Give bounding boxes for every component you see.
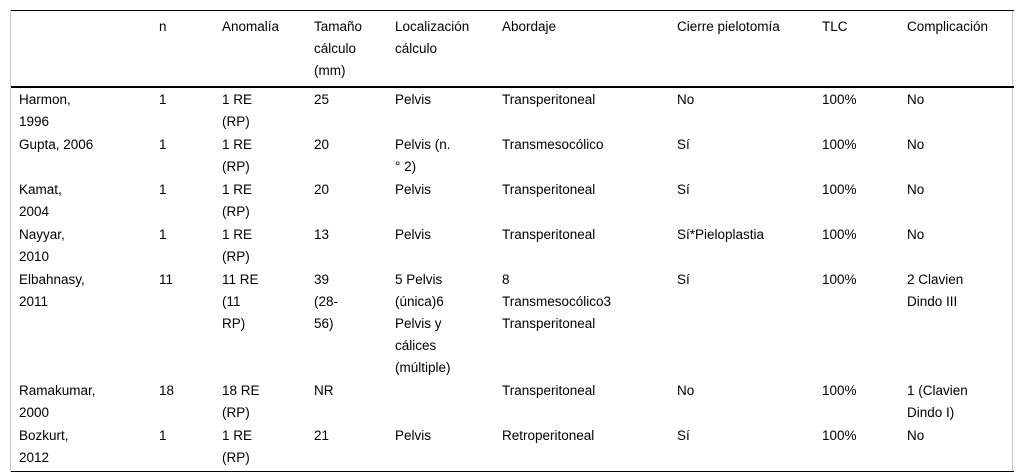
header-study (11, 10, 151, 88)
cell-complicacion: No (907, 227, 925, 242)
cell-cierre: No (677, 383, 695, 398)
cell-tlc: 100% (822, 227, 857, 242)
cell-anomalia: 1 RE (RP) (222, 92, 253, 129)
table-body: Harmon, 1996 1 1 RE (RP) 25 Pelvis Trans… (11, 87, 1014, 472)
header-tamano-calculo: Tamaño cálculo (mm) (306, 10, 387, 88)
cell-study: Kamat, 2004 (19, 182, 62, 219)
cell-complicacion: 2 Clavien Dindo III (907, 272, 964, 309)
cell-n: 1 (159, 137, 167, 152)
table-row-elbahnasy-2011: Elbahnasy, 2011 11 11 RE (11 RP) 39 (28-… (11, 268, 1014, 379)
cell-localizacion: 5 Pelvis (única)6 Pelvis y cálices (múlt… (395, 272, 451, 375)
cell-anomalia: 1 RE (RP) (222, 182, 253, 219)
header-complicacion: Complicación (899, 10, 1014, 88)
cell-tlc: 100% (822, 383, 857, 398)
table-row-gupta-2006: Gupta, 2006 1 1 RE (RP) 20 Pelvis (n. ° … (11, 133, 1014, 178)
cell-tlc: 100% (814, 424, 899, 472)
cell-cierre: Sí*Pieloplastia (677, 227, 765, 242)
header-anomalia: Anomalía (214, 10, 306, 88)
cell-complicacion: No (907, 92, 925, 107)
cell-complicacion: No (907, 182, 925, 197)
cell-tlc: 100% (822, 92, 857, 107)
cell-n: 1 (151, 424, 214, 472)
cell-tamano: 20 (314, 182, 330, 197)
cell-tamano: 13 (314, 227, 330, 242)
cell-cierre: Sí (677, 137, 690, 152)
cell-localizacion: Pelvis (395, 92, 432, 107)
cell-tamano: 39 (28- 56) (314, 272, 339, 331)
header-localizacion-calculo: Localización cálculo (387, 10, 494, 88)
table-row-bozkurt-2012: Bozkurt, 2012 1 1 RE (RP) 21 Pelvis Retr… (11, 424, 1014, 472)
studies-table-frame: n Anomalía Tamaño cálculo (mm) Localizac… (10, 10, 1014, 472)
cell-abordaje: Transperitoneal (502, 227, 596, 242)
cell-anomalia: 11 RE (11 RP) (222, 272, 259, 331)
cell-study: Nayyar, 2010 (19, 227, 65, 264)
cell-tlc: 100% (822, 182, 857, 197)
header-abordaje: Abordaje (494, 10, 669, 88)
cell-tlc: 100% (822, 272, 857, 287)
cell-abordaje: Retroperitoneal (494, 424, 669, 472)
table-row-harmon-1996: Harmon, 1996 1 1 RE (RP) 25 Pelvis Trans… (11, 87, 1014, 133)
cell-study: Gupta, 2006 (19, 137, 94, 152)
cell-n: 11 (159, 272, 174, 287)
cell-abordaje: Transperitoneal (502, 383, 596, 398)
cell-complicacion: No (907, 137, 925, 152)
cell-cierre: Sí (669, 424, 814, 472)
cell-tamano: 20 (314, 137, 330, 152)
cell-complicacion: 1 (Clavien Dindo I) (907, 383, 968, 420)
cell-study: Harmon, 1996 (19, 92, 71, 129)
cell-tamano: 25 (314, 92, 330, 107)
cell-localizacion: Pelvis (395, 227, 432, 242)
cell-tamano: 21 (306, 424, 387, 472)
cell-cierre: No (677, 92, 695, 107)
header-tlc: TLC (814, 10, 899, 88)
table-header: n Anomalía Tamaño cálculo (mm) Localizac… (11, 10, 1014, 88)
cell-localizacion: Pelvis (n. ° 2) (395, 137, 451, 174)
table-row-kamat-2004: Kamat, 2004 1 1 RE (RP) 20 Pelvis Transp… (11, 178, 1014, 223)
cell-abordaje: 8 Transmesocólico3 Transperitoneal (502, 272, 612, 331)
cell-anomalia: 18 RE (RP) (222, 383, 260, 420)
cell-tlc: 100% (822, 137, 857, 152)
cell-abordaje: Transperitoneal (502, 92, 596, 107)
cell-tamano: NR (314, 383, 334, 398)
cell-n: 18 (159, 383, 175, 398)
header-n: n (151, 10, 214, 88)
cell-n: 1 (159, 182, 167, 197)
cell-study: Elbahnasy, 2011 (19, 272, 85, 309)
cell-anomalia: 1 RE (RP) (214, 424, 306, 472)
cell-anomalia: 1 RE (RP) (222, 227, 253, 264)
header-cierre-pielotomia: Cierre pielotomía (669, 10, 814, 88)
cell-localizacion (387, 379, 494, 424)
cell-anomalia: 1 RE (RP) (222, 137, 253, 174)
cell-localizacion: Pelvis (387, 424, 494, 472)
cell-study: Ramakumar, 2000 (19, 383, 96, 420)
cell-abordaje: Transperitoneal (502, 182, 596, 197)
cell-cierre: Sí (677, 272, 690, 287)
cell-study: Bozkurt, 2012 (11, 424, 151, 472)
studies-table: n Anomalía Tamaño cálculo (mm) Localizac… (11, 10, 1014, 472)
table-row-ramakumar-2000: Ramakumar, 2000 18 18 RE (RP) NR Transpe… (11, 379, 1014, 424)
cell-abordaje: Transmesocólico (502, 137, 604, 152)
cell-n: 1 (159, 227, 167, 242)
cell-cierre: Sí (677, 182, 690, 197)
cell-complicacion: No (899, 424, 1014, 472)
header-row: n Anomalía Tamaño cálculo (mm) Localizac… (11, 10, 1014, 88)
table-row-nayyar-2010: Nayyar, 2010 1 1 RE (RP) 13 Pelvis Trans… (11, 223, 1014, 268)
cell-localizacion: Pelvis (395, 182, 432, 197)
cell-n: 1 (159, 92, 167, 107)
